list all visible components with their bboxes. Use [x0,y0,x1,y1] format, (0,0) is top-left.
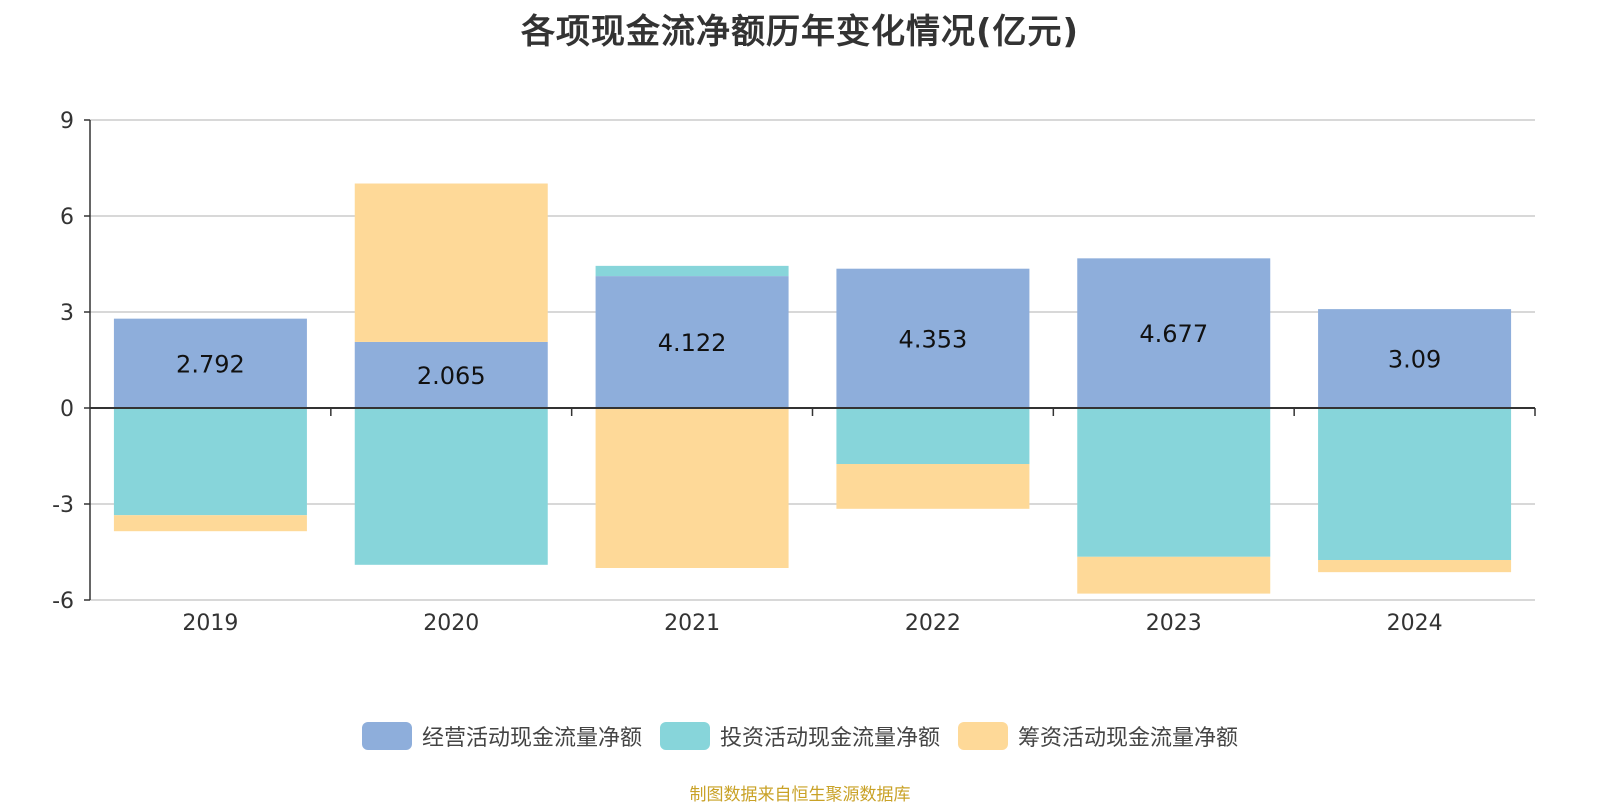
bar-investing-2019[interactable] [113,408,307,516]
legend-item-financing[interactable]: 筹资活动现金流量净额 [958,720,1238,752]
x-tick-label: 2023 [1146,611,1202,636]
legend-label-operating: 经营活动现金流量净额 [421,726,642,751]
x-tick-label: 2022 [905,611,961,636]
bar-operating-2022[interactable] [836,268,1030,408]
data-label: 4.122 [658,329,727,357]
bar-operating-2021[interactable] [595,276,789,408]
bar-investing-2023[interactable] [1077,408,1271,557]
grid-lines [90,119,1535,601]
bar-operating-2019[interactable] [113,318,307,408]
bar-investing-2024[interactable] [1318,408,1512,560]
legend-item-operating[interactable]: 经营活动现金流量净额 [361,720,642,752]
x-tick-label: 2020 [423,611,479,636]
legend-label-investing: 投资活动现金流量净额 [719,726,940,751]
x-tick-label: 2019 [182,611,238,636]
bar-financing-2022[interactable] [836,464,1030,509]
x-tick-label: 2024 [1387,611,1443,636]
bar-operating-2023[interactable] [1077,258,1271,408]
y-tick-label: 9 [60,109,74,134]
legend-item-investing[interactable]: 投资活动现金流量净额 [659,720,940,752]
axes: 9 6 3 0 -3 -6 2019 2020 2021 2022 2023 2024 [52,109,1536,636]
bar-operating-2020[interactable] [354,341,548,408]
y-tick-label: -6 [52,589,74,614]
x-tick-label: 2021 [664,611,720,636]
legend-swatch-operating [361,722,412,750]
source-note: 制图数据来自恒生聚源数据库 [689,785,911,805]
data-label: 4.353 [899,325,968,353]
data-label: 2.792 [176,350,245,378]
bars [113,183,1512,594]
bar-financing-2020[interactable] [354,183,548,342]
bar-investing-2020[interactable] [354,408,548,565]
data-labels: 2.792 2.065 4.122 4.353 4.677 3.09 [176,320,1441,390]
data-label: 3.09 [1388,346,1441,374]
bar-operating-2024[interactable] [1318,309,1512,408]
bar-investing-2021[interactable] [595,265,789,277]
y-tick-label: 0 [60,397,74,422]
bar-investing-2022[interactable] [836,408,1030,464]
bar-financing-2021[interactable] [595,408,789,568]
data-label: 4.677 [1139,320,1208,348]
bar-financing-2023[interactable] [1077,556,1271,594]
y-tick-label: 6 [60,205,74,230]
bar-financing-2024[interactable] [1318,560,1512,573]
y-tick-label: -3 [52,493,74,518]
y-tick-label: 3 [60,301,74,326]
legend: 经营活动现金流量净额 投资活动现金流量净额 筹资活动现金流量净额 [0,720,1600,752]
legend-swatch-investing [659,722,710,750]
legend-label-financing: 筹资活动现金流量净额 [1018,726,1239,751]
chart-title: 各项现金流净额历年变化情况(亿元) [520,12,1080,52]
legend-swatch-financing [958,722,1008,750]
bar-financing-2019[interactable] [113,515,307,532]
data-label: 2.065 [417,362,486,390]
